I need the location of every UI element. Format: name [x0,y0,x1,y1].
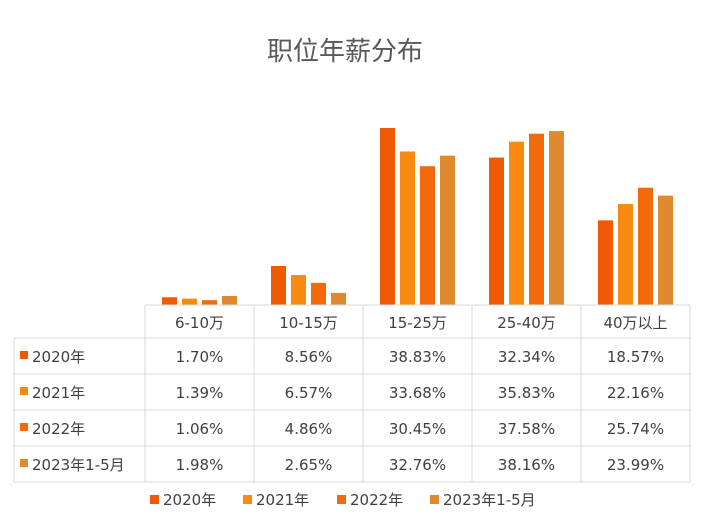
bar-series-3-cat-1 [331,292,346,305]
bar-series-0-cat-4 [598,220,613,305]
data-label-s2-c2: 30.45% [389,420,446,438]
bar-series-1-cat-3 [509,141,524,305]
bar-series-2-cat-0 [202,300,217,305]
table-legend-key-3 [20,459,28,467]
legend-key-1 [243,495,252,504]
legend-key-3 [430,495,439,504]
category-label-3: 25-40万 [497,314,556,332]
data-label-s0-c0: 1.70% [176,348,224,366]
data-label-s0-c4: 18.57% [607,348,664,366]
bar-series-2-cat-2 [420,166,435,305]
bar-series-0-cat-2 [380,128,395,305]
data-label-s1-c4: 22.16% [607,384,664,402]
legend-label-0: 2020年 [163,491,216,509]
data-label-s1-c3: 35.83% [498,384,555,402]
data-label-s3-c2: 32.76% [389,456,446,474]
bar-series-1-cat-1 [291,275,306,305]
category-label-4: 40万以上 [603,314,667,332]
data-label-s0-c1: 8.56% [285,348,333,366]
bar-series-3-cat-3 [549,131,564,305]
bar-series-3-cat-2 [440,155,455,305]
data-label-s0-c3: 32.34% [498,348,555,366]
data-label-s0-c2: 38.83% [389,348,446,366]
table-series-name-1: 2021年 [32,384,85,402]
bar-series-1-cat-2 [400,151,415,305]
data-label-s3-c1: 2.65% [285,456,333,474]
bar-series-2-cat-4 [638,187,653,305]
bar-series-3-cat-0 [222,295,237,305]
category-label-1: 10-15万 [279,314,338,332]
category-label-2: 15-25万 [388,314,447,332]
bar-series-0-cat-3 [489,157,504,305]
bar-series-3-cat-4 [658,195,673,305]
table-series-name-3: 2023年1-5月 [32,456,125,474]
data-label-s3-c4: 23.99% [607,456,664,474]
legend-label-2: 2022年 [350,491,403,509]
data-label-s2-c4: 25.74% [607,420,664,438]
data-label-s3-c3: 38.16% [498,456,555,474]
data-label-s1-c1: 6.57% [285,384,333,402]
bar-series-1-cat-4 [618,203,633,305]
bar-series-2-cat-1 [311,282,326,305]
data-label-s2-c3: 37.58% [498,420,555,438]
table-series-name-0: 2020年 [32,348,85,366]
chart-title: 职位年薪分布 [267,37,423,67]
bar-series-1-cat-0 [182,298,197,305]
legend-label-1: 2021年 [256,491,309,509]
bar-series-0-cat-1 [271,265,286,305]
table-legend-key-1 [20,387,28,395]
data-label-s3-c0: 1.98% [176,456,224,474]
category-label-0: 6-10万 [175,314,224,332]
table-legend-key-0 [20,351,28,359]
table-series-name-2: 2022年 [32,420,85,438]
legend-label-3: 2023年1-5月 [443,491,536,509]
bars-layer [162,128,673,305]
legend-key-0 [150,495,159,504]
bar-series-2-cat-3 [529,133,544,305]
legend-key-2 [337,495,346,504]
data-label-s2-c1: 4.86% [285,420,333,438]
bar-series-0-cat-0 [162,297,177,305]
data-label-s1-c2: 33.68% [389,384,446,402]
data-label-s2-c0: 1.06% [176,420,224,438]
data-table: 6-10万 10-15万 15-25万 25-40万 40万以上 2020年 1.70% 8.… [13,304,691,483]
legend: 2020年 2021年 2022年 2023年1-5月 [150,491,536,509]
table-legend-key-2 [20,423,28,431]
data-label-s1-c0: 1.39% [176,384,224,402]
